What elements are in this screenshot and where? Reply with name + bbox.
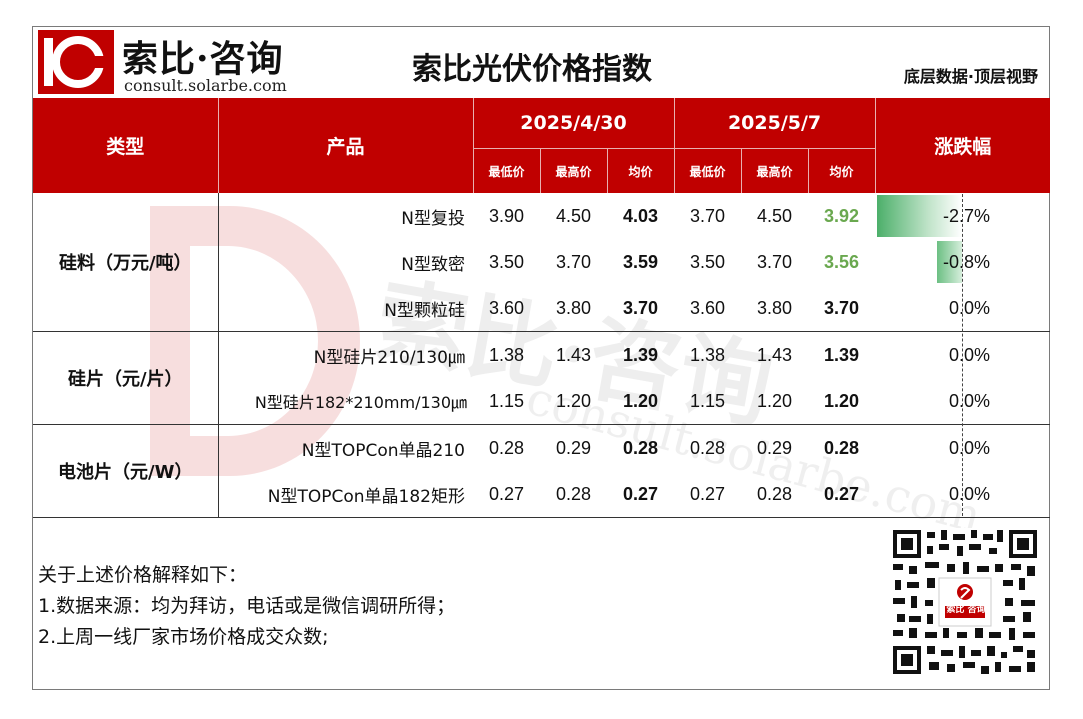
d2-avg-cell: 0.27 (808, 471, 876, 518)
d2-avg-cell: 0.28 (824, 437, 860, 458)
change-value: -2.7% (943, 205, 991, 226)
change-cell: -2.7% (875, 193, 1050, 239)
notes-heading: 关于上述价格解释如下： (38, 564, 248, 586)
header-date2: 2025/5/7 (673, 98, 876, 149)
table-row: N型硅片182*210mm/130㎛ 1.15 1.20 1.20 1.15 1… (33, 378, 1051, 425)
d1-min-cell: 0.27 (473, 471, 540, 518)
header-d2-avg: 均价 (807, 148, 876, 193)
page-title: 索比光伏价格指数 (412, 52, 652, 87)
d2-min-cell: 1.15 (674, 378, 742, 425)
product-cell: N型TOPCon单晶182矩形 (218, 471, 473, 518)
d2-max-cell: 0.29 (757, 437, 793, 458)
header-date1: 2025/4/30 (472, 98, 675, 149)
category-cell: 电池片（元/W） (33, 424, 219, 518)
d1-max-cell: 3.70 (555, 251, 592, 272)
d1-min-cell: 3.50 (488, 251, 525, 272)
header-change: 涨跌幅 (874, 98, 1051, 193)
d1-min-cell: 3.90 (488, 205, 525, 226)
d1-min-cell: 1.15 (473, 378, 540, 425)
d1-avg-cell: 0.28 (622, 437, 659, 458)
d2-max-cell: 3.80 (741, 285, 809, 332)
category-cell: 硅片（元/片） (33, 331, 219, 425)
d1-min-cell: 1.38 (488, 344, 525, 365)
header-d1-min: 最低价 (472, 148, 540, 193)
change-value: -0.8% (943, 251, 991, 272)
d1-avg-cell: 1.39 (622, 344, 659, 365)
change-cell: 0.0% (949, 437, 991, 458)
product-cell: N型硅片210/130㎛ (313, 347, 465, 368)
notes-section: 关于上述价格解释如下： 1.数据来源：均为拜访，电话或是微信调研所得； 2.上周… (38, 560, 455, 653)
header-type: 类型 (33, 98, 218, 193)
d1-min-cell: 3.60 (473, 285, 540, 332)
d2-min-cell: 3.60 (674, 285, 742, 332)
d2-avg-cell: 3.92 (824, 205, 860, 226)
change-bar (937, 241, 963, 283)
product-cell: N型颗粒硅 (218, 285, 473, 332)
d1-avg-cell: 4.03 (622, 205, 659, 226)
header-d1-avg: 均价 (606, 148, 675, 193)
d1-avg-cell: 1.20 (607, 378, 675, 425)
d2-min-cell: 3.70 (690, 205, 726, 226)
header-d1-max: 最高价 (539, 148, 607, 193)
d1-max-cell: 1.20 (540, 378, 607, 425)
d2-max-cell: 4.50 (757, 205, 793, 226)
change-cell: -0.8% (875, 239, 1050, 285)
d2-max-cell: 0.28 (741, 471, 809, 518)
table-row: 硅料（万元/吨） N型复投 3.90 4.50 4.03 3.70 4.50 3… (33, 193, 1050, 332)
qr-label: 索比 咨询 (946, 605, 986, 615)
brand-url: consult.solarbe.com (124, 76, 287, 95)
notes-item: 2.上周一线厂家市场价格成交众数; (38, 626, 329, 648)
d2-avg-cell: 3.56 (824, 251, 860, 272)
tagline: 底层数据·顶层视野 (903, 67, 1038, 86)
document-frame (32, 26, 1050, 690)
d2-max-cell: 3.70 (757, 251, 793, 272)
table-row: 硅片（元/片） N型硅片210/130㎛ 1.38 1.43 1.39 1.38… (33, 331, 1050, 425)
d2-avg-cell: 1.20 (808, 378, 876, 425)
header-product: 产品 (217, 98, 473, 193)
price-table: 类型 产品 2025/4/30 2025/5/7 涨跌幅 最低价 最高价 均价 … (33, 98, 1051, 518)
table-row: 电池片（元/W） N型TOPCon单晶210 0.28 0.29 0.28 0.… (33, 424, 1050, 518)
solarbe-logo-icon (38, 30, 114, 94)
d1-max-cell: 3.80 (540, 285, 607, 332)
d2-min-cell: 1.38 (690, 344, 726, 365)
change-cell: 0.0% (949, 344, 991, 365)
brand-name: 索比·咨询 (122, 38, 284, 80)
product-cell: N型复投 (401, 208, 465, 229)
d2-avg-cell: 1.39 (824, 344, 860, 365)
d1-max-cell: 0.29 (555, 437, 592, 458)
d1-avg-cell: 3.70 (607, 285, 675, 332)
d2-max-cell: 1.20 (741, 378, 809, 425)
qr-code-icon (891, 528, 1039, 676)
d1-max-cell: 4.50 (555, 205, 592, 226)
header-d2-min: 最低价 (673, 148, 742, 193)
d1-min-cell: 0.28 (488, 437, 525, 458)
d2-min-cell: 0.27 (674, 471, 742, 518)
header-d2-max: 最高价 (740, 148, 809, 193)
d2-min-cell: 3.50 (690, 251, 726, 272)
d1-max-cell: 1.43 (555, 344, 592, 365)
table-row: N型致密 3.50 3.70 3.59 3.50 3.70 3.56 -0.8% (33, 239, 1050, 285)
d1-max-cell: 0.28 (540, 471, 607, 518)
category-cell: 硅料（万元/吨） (33, 193, 219, 332)
d1-avg-cell: 3.59 (622, 251, 659, 272)
d2-max-cell: 1.43 (757, 344, 793, 365)
product-cell: N型硅片182*210mm/130㎛ (218, 378, 473, 425)
d2-min-cell: 0.28 (690, 437, 726, 458)
change-bar (877, 195, 963, 237)
product-cell: N型TOPCon单晶210 (301, 440, 465, 461)
d2-avg-cell: 3.70 (808, 285, 876, 332)
d1-avg-cell: 0.27 (607, 471, 675, 518)
zero-axis-line (962, 194, 963, 516)
notes-item: 1.数据来源：均为拜访，电话或是微信调研所得； (38, 595, 456, 617)
product-cell: N型致密 (401, 254, 465, 275)
